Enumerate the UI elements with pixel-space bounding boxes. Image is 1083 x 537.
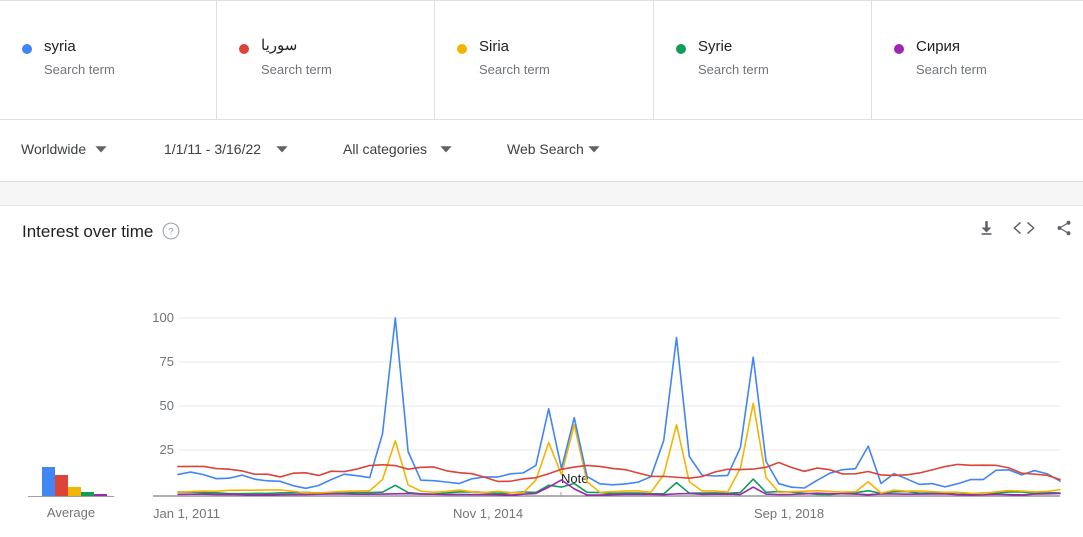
svg-text:Nov 1, 2014: Nov 1, 2014	[453, 506, 523, 520]
svg-text:75: 75	[160, 354, 174, 369]
svg-text:50: 50	[160, 398, 174, 413]
svg-text:Sep 1, 2018: Sep 1, 2018	[754, 506, 824, 520]
svg-text:Jan 1, 2011: Jan 1, 2011	[153, 506, 220, 520]
svg-text:100: 100	[152, 310, 174, 325]
svg-text:?: ?	[168, 227, 173, 237]
svg-text:25: 25	[160, 442, 174, 457]
